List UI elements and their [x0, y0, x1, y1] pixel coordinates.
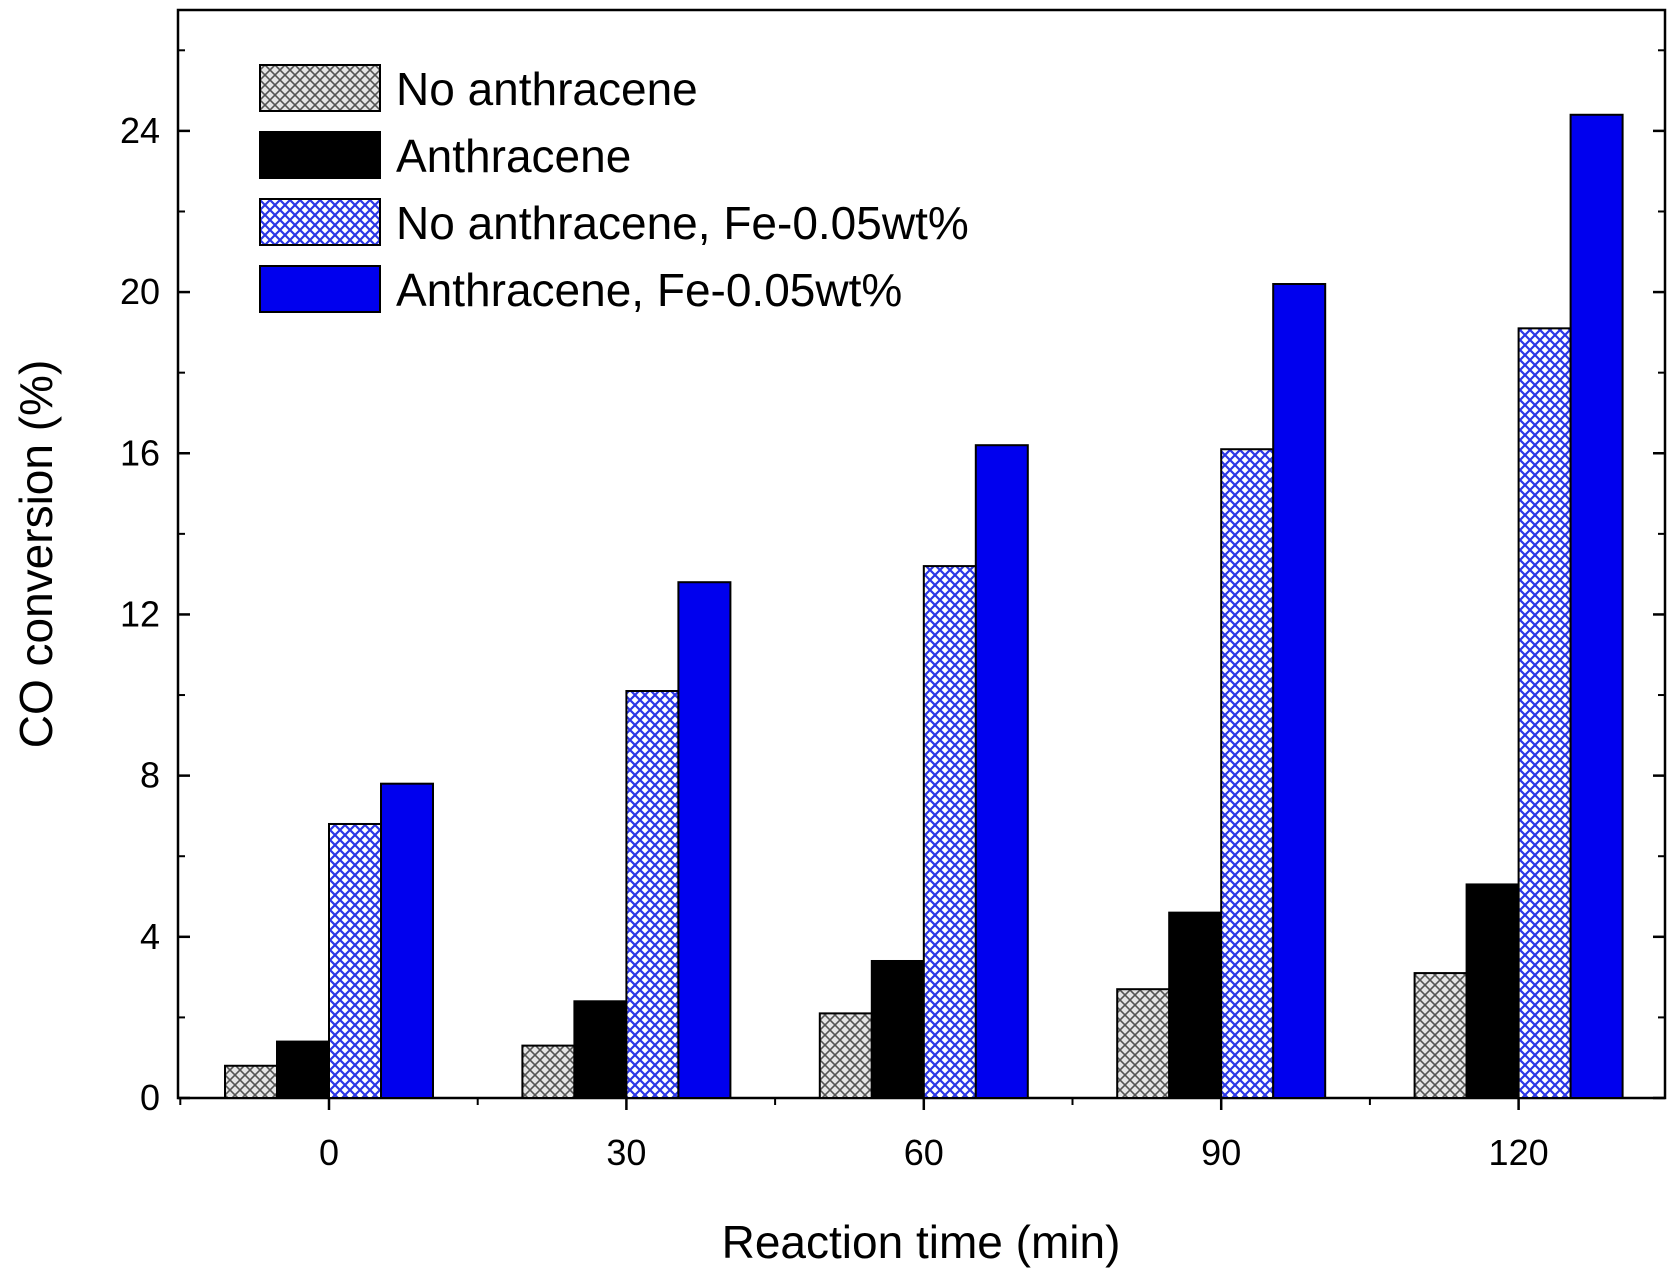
legend: No anthracene Anthracene No anthracene, Fe… [259, 63, 969, 316]
x-axis-title: Reaction time (min) [722, 1216, 1121, 1268]
y-axis: 0 4 8 12 16 20 24 [120, 49, 1665, 1118]
bar-anthracene-120 [1465, 883, 1520, 1099]
x-tick-label: 30 [606, 1132, 646, 1173]
bar-no-anthracene-30 [521, 1044, 576, 1100]
bar-no-anthracene-0 [224, 1064, 278, 1099]
y-axis-title: CO conversion (%) [10, 360, 62, 749]
bar-no-anthracene-fe-0-05wt--0 [328, 822, 382, 1099]
bar-anthracene-fe-0-05wt--0 [380, 782, 434, 1099]
bar-anthracene-fe-0-05wt--90 [1272, 283, 1327, 1099]
y-tick-label: 16 [120, 432, 160, 473]
bar-anthracene-0 [276, 1040, 330, 1100]
bar-no-anthracene-fe-0-05wt--120 [1517, 327, 1572, 1099]
legend-swatch [259, 265, 381, 313]
legend-label: No anthracene, Fe-0.05wt% [396, 197, 969, 249]
x-tick-label: 60 [904, 1132, 944, 1173]
bar-anthracene-60 [870, 959, 925, 1100]
y-tick-label: 20 [120, 271, 160, 312]
legend-label: Anthracene, Fe-0.05wt% [396, 264, 902, 316]
bar-no-anthracene-fe-0-05wt--30 [625, 690, 680, 1099]
y-tick-label: 8 [140, 755, 160, 796]
x-tick-label: 90 [1201, 1132, 1241, 1173]
y-tick-label: 0 [140, 1077, 160, 1118]
legend-label: Anthracene [396, 130, 631, 182]
bar-no-anthracene-fe-0-05wt--90 [1220, 448, 1275, 1100]
y-tick-label: 24 [120, 110, 160, 151]
legend-label: No anthracene [396, 63, 698, 115]
x-axis: 0 30 60 90 120 [179, 1098, 1549, 1173]
legend-swatch [259, 64, 381, 112]
legend-swatch [259, 198, 381, 246]
bar-anthracene-30 [573, 1000, 628, 1099]
bar-anthracene-90 [1168, 911, 1223, 1099]
x-tick-label: 120 [1489, 1132, 1549, 1173]
bar-no-anthracene-120 [1413, 972, 1468, 1099]
legend-swatch [259, 131, 381, 179]
bar-anthracene-fe-0-05wt--120 [1569, 113, 1624, 1099]
bar-anthracene-fe-0-05wt--30 [677, 581, 732, 1099]
bar-anthracene-fe-0-05wt--60 [974, 444, 1029, 1099]
x-tick-label: 0 [319, 1132, 339, 1173]
bar-no-anthracene-90 [1116, 988, 1171, 1100]
bar-no-anthracene-fe-0-05wt--60 [922, 565, 977, 1099]
y-tick-label: 12 [120, 593, 160, 634]
y-tick-label: 4 [140, 916, 160, 957]
bars [224, 113, 1624, 1100]
bar-no-anthracene-60 [818, 1012, 873, 1100]
